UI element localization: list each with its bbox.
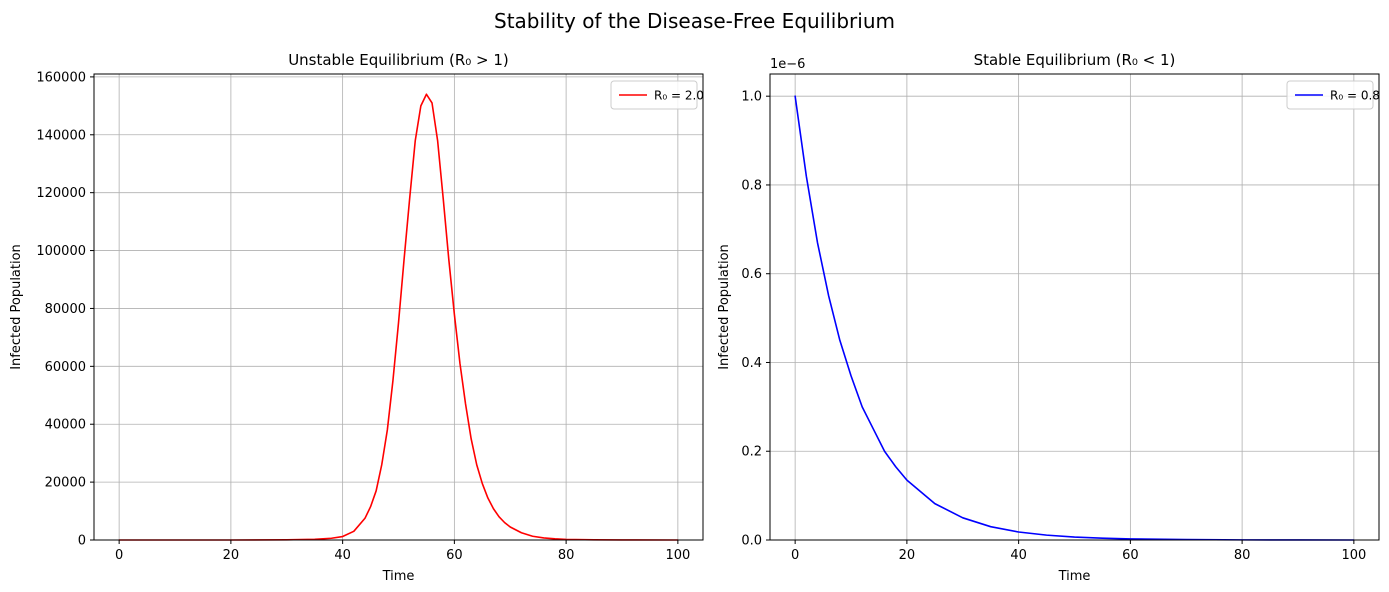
- x-tick-label: 20: [899, 548, 916, 563]
- y-axis-label: Infected Population: [9, 244, 24, 370]
- x-tick-label: 100: [1341, 548, 1366, 563]
- figure-suptitle: Stability of the Disease-Free Equilibriu…: [494, 9, 895, 33]
- x-axis-label: Time: [382, 569, 415, 584]
- x-tick-label: 40: [334, 548, 351, 563]
- x-tick-label: 0: [791, 548, 799, 563]
- legend-label: R₀ = 0.8: [1330, 89, 1380, 103]
- y-offset-label: 1e−6: [770, 57, 805, 72]
- y-tick-label: 140000: [36, 128, 86, 143]
- x-tick-label: 0: [115, 548, 123, 563]
- y-tick-label: 0: [78, 534, 86, 549]
- series-line: [118, 93, 679, 541]
- x-tick-label: 20: [223, 548, 240, 563]
- left-chart-axes: 0 20 40 60 80 100 0 20000 40000 60000 80000 100000 1…: [9, 51, 704, 584]
- legend-box: [1286, 80, 1374, 110]
- x-tick-label: 60: [1122, 548, 1139, 563]
- y-tick-label: 0.6: [741, 267, 762, 282]
- y-tick-label: 0.8: [741, 178, 762, 193]
- x-tick-label: 80: [1234, 548, 1251, 563]
- x-axis-label: Time: [1058, 569, 1091, 584]
- x-tick-label: 80: [558, 548, 575, 563]
- y-tick-label: 120000: [36, 186, 86, 201]
- y-tick-label: 60000: [45, 360, 86, 375]
- right-chart-axes: 0 20 40 60 80 100 0.0 0.2 0.4 0.6 0.8 1.0 1e−6 Time In…: [717, 51, 1380, 584]
- y-axis-label: Infected Population: [717, 244, 732, 370]
- x-tick-label: 100: [665, 548, 690, 563]
- chart-title: Unstable Equilibrium (R₀ > 1): [288, 51, 509, 69]
- y-tick-label: 80000: [45, 302, 86, 317]
- legend-box: [610, 80, 698, 110]
- y-tick-label: 20000: [45, 476, 86, 491]
- plot-frame: [93, 73, 704, 541]
- y-tick-label: 160000: [36, 70, 86, 85]
- y-tick-label: 0.4: [741, 356, 762, 371]
- y-tick-label: 0.2: [741, 445, 762, 460]
- y-tick-label: 100000: [36, 244, 86, 259]
- series-line: [794, 95, 1355, 541]
- plot-frame: [769, 73, 1380, 541]
- y-tick-label: 40000: [45, 418, 86, 433]
- y-tick-label: 1.0: [741, 90, 762, 105]
- chart-title: Stable Equilibrium (R₀ < 1): [974, 51, 1176, 69]
- y-tick-label: 0.0: [741, 534, 762, 549]
- legend-label: R₀ = 2.0: [654, 89, 704, 103]
- x-tick-label: 40: [1010, 548, 1027, 563]
- x-tick-label: 60: [446, 548, 463, 563]
